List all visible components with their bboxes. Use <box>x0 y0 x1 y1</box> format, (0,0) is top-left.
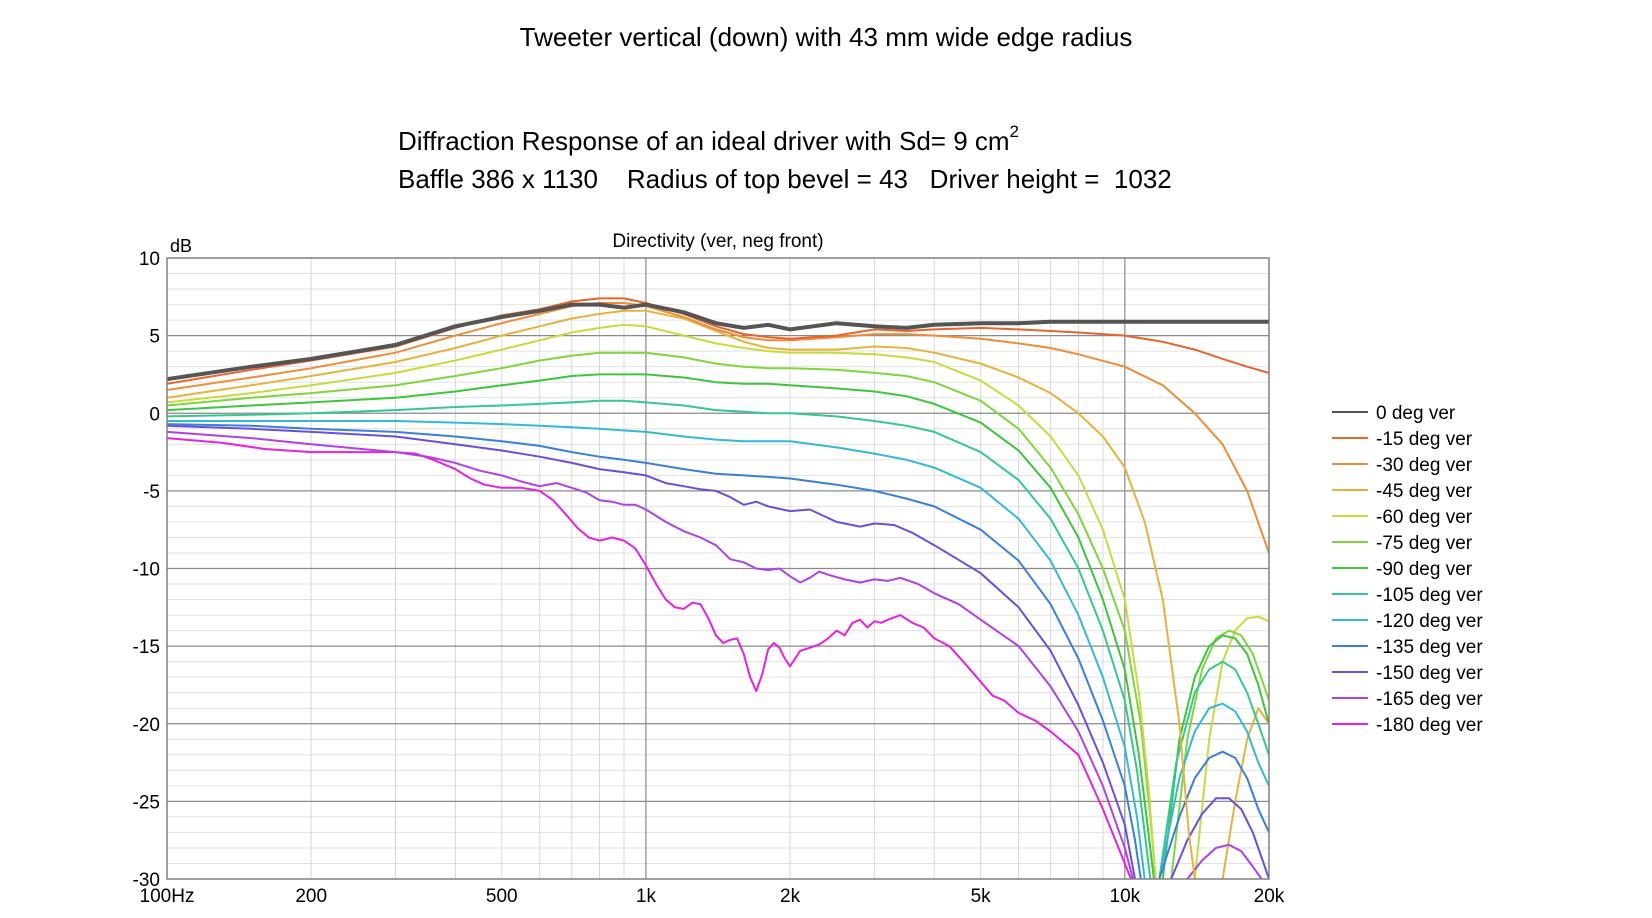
series-line <box>167 302 1269 382</box>
y-tick-labels: 10 5 0 -5 -10 -15 -20 -25 -30 <box>133 249 160 891</box>
x-tick-label: 200 <box>295 886 327 907</box>
series-lobe-line <box>1158 750 1269 879</box>
series-line <box>167 437 1132 879</box>
legend-label: -150 deg ver <box>1376 663 1483 684</box>
series-lobe-line <box>1170 629 1269 879</box>
series-line <box>167 430 1134 879</box>
series-line <box>167 423 1142 879</box>
legend-label: -120 deg ver <box>1376 611 1483 632</box>
legend-label: -165 deg ver <box>1376 689 1483 710</box>
series-line <box>167 424 1136 879</box>
series-lobe-line <box>1186 843 1263 879</box>
series-lobe-line <box>1161 634 1269 879</box>
series-lobe-line <box>1170 797 1269 879</box>
series-layer <box>167 297 1269 879</box>
chart-title: Directivity (ver, neg front) <box>612 231 823 252</box>
y-tick-label: -5 <box>143 482 160 503</box>
x-tick-label: 1k <box>636 886 657 907</box>
superscript: 2 <box>1009 122 1020 141</box>
x-tick-label: 5k <box>971 886 992 907</box>
legend: 0 deg ver -15 deg ver -30 deg ver -45 deg v… <box>1332 403 1483 736</box>
y-tick-label: 0 <box>149 404 160 425</box>
x-tick-label: 10k <box>1110 886 1141 907</box>
legend-label: -180 deg ver <box>1376 715 1483 736</box>
slide-title: Tweeter vertical (down) with 43 mm wide … <box>519 22 1133 52</box>
series-line <box>167 302 1269 554</box>
legend-label: -90 deg ver <box>1376 559 1473 580</box>
legend-label: -45 deg ver <box>1376 481 1473 502</box>
series-lobe-line <box>1193 615 1269 879</box>
legend-label: -15 deg ver <box>1376 429 1473 450</box>
y-tick-label: -20 <box>133 715 160 736</box>
y-tick-label: -10 <box>133 560 160 581</box>
legend-label: 0 deg ver <box>1376 403 1456 424</box>
series-line <box>167 323 1157 879</box>
series-line <box>167 399 1152 879</box>
y-axis-unit: dB <box>170 236 192 256</box>
legend-label: -105 deg ver <box>1376 585 1483 606</box>
y-tick-label: -15 <box>133 637 160 658</box>
subtitle-line-2: Baffle 386 x 1130 Radius of top bevel = … <box>398 164 1172 194</box>
series-line <box>167 309 1196 879</box>
legend-label: -60 deg ver <box>1376 507 1473 528</box>
plot-frame <box>166 257 1270 880</box>
x-tick-label: 100Hz <box>140 886 195 907</box>
series-line <box>167 351 1157 879</box>
x-tick-labels: 100Hz 200 500 1k 2k 5k 10k 20k <box>140 886 1285 907</box>
x-tick-label: 2k <box>780 886 801 907</box>
series-lobe-line <box>1158 702 1269 879</box>
series-line <box>167 373 1155 879</box>
x-tick-label: 500 <box>486 886 518 907</box>
series-lobe-line <box>1158 660 1269 879</box>
series-line <box>167 420 1146 879</box>
legend-label: -75 deg ver <box>1376 533 1473 554</box>
y-tick-label: -25 <box>133 792 160 813</box>
subtitle-line-1-text: Diffraction Response of an ideal driver … <box>398 126 1010 156</box>
y-tick-label: 5 <box>149 327 160 348</box>
y-tick-label: -30 <box>133 870 160 891</box>
subtitle-line-1: Diffraction Response of an ideal driver … <box>398 122 1019 157</box>
legend-label: -30 deg ver <box>1376 455 1473 476</box>
legend-label: -135 deg ver <box>1376 637 1483 658</box>
x-tick-label: 20k <box>1254 886 1285 907</box>
series-lobe-line <box>1221 707 1269 879</box>
y-tick-label: 10 <box>139 249 160 270</box>
